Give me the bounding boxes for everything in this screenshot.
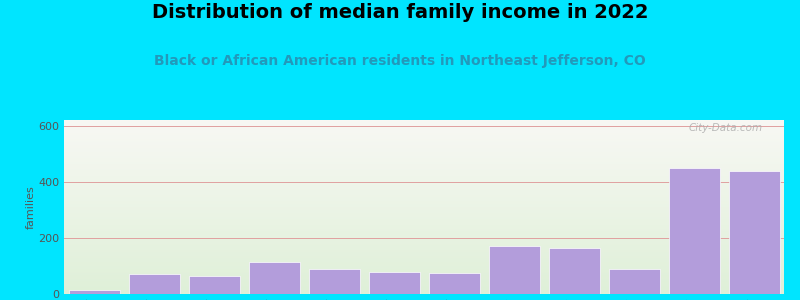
Y-axis label: families: families [26, 185, 35, 229]
Bar [189, 276, 239, 294]
Text: City-Data.com: City-Data.com [688, 124, 762, 134]
Bar [249, 262, 299, 294]
Bar [69, 290, 119, 294]
Bar [549, 248, 599, 294]
Bar [609, 269, 659, 294]
Bar [309, 269, 359, 294]
Text: Black or African American residents in Northeast Jefferson, CO: Black or African American residents in N… [154, 54, 646, 68]
Bar [129, 274, 179, 294]
Bar [489, 246, 539, 294]
Bar [669, 168, 719, 294]
Bar [729, 170, 779, 294]
Text: Distribution of median family income in 2022: Distribution of median family income in … [152, 3, 648, 22]
Bar [369, 272, 419, 294]
Bar [429, 273, 479, 294]
